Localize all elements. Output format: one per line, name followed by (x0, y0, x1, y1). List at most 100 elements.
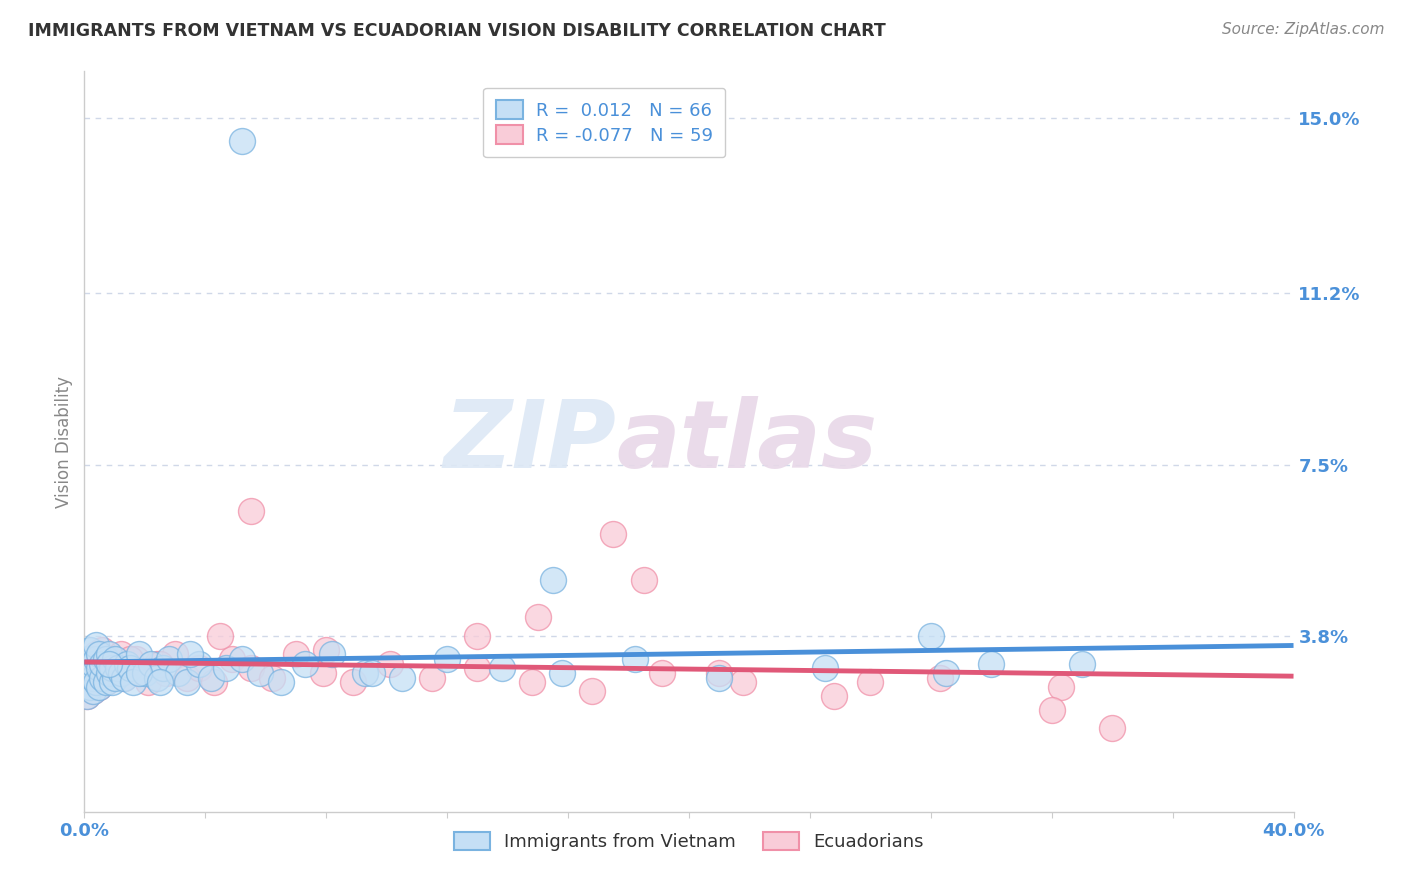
Point (91, 671, 114, 685)
Point (155, 665, 177, 680)
Point (89, 680, 111, 694)
Point (107, 661, 129, 675)
Point (97, 665, 120, 680)
Point (128, 648, 150, 662)
Point (709, 665, 731, 680)
Point (112, 671, 135, 685)
Point (97, 648, 120, 662)
Point (980, 657, 1002, 671)
Point (100, 661, 122, 675)
Point (551, 665, 574, 680)
Point (1040, 703, 1063, 717)
Point (82, 671, 104, 685)
Point (709, 671, 731, 685)
Point (1049, 680, 1071, 694)
Point (89, 657, 111, 671)
Point (94, 675, 117, 690)
Point (1101, 722, 1123, 736)
Point (146, 671, 169, 685)
Point (128, 665, 150, 680)
Point (491, 661, 513, 675)
Point (107, 665, 129, 680)
Point (112, 671, 135, 685)
Point (270, 675, 292, 690)
Point (76, 665, 98, 680)
Point (221, 652, 243, 666)
Point (249, 665, 271, 680)
Point (146, 657, 169, 671)
Point (82, 665, 104, 680)
Point (118, 652, 141, 666)
Y-axis label: Vision Disability: Vision Disability (55, 376, 73, 508)
Point (79, 675, 101, 690)
Point (94, 675, 117, 690)
Point (176, 671, 198, 685)
Point (467, 629, 489, 643)
Point (100, 671, 122, 685)
Point (94, 652, 117, 666)
Point (91, 642, 114, 657)
Point (110, 665, 132, 680)
Point (360, 665, 382, 680)
Point (86, 652, 108, 666)
Text: ZIP: ZIP (443, 395, 616, 488)
Point (354, 665, 377, 680)
Point (209, 629, 232, 643)
Point (139, 657, 162, 671)
Point (157, 652, 180, 666)
Point (179, 648, 201, 662)
Point (89, 680, 111, 694)
Point (581, 684, 603, 698)
Point (118, 661, 141, 675)
Point (136, 675, 159, 690)
Point (321, 648, 343, 662)
Point (541, 574, 564, 588)
Point (285, 648, 308, 662)
Point (86, 638, 108, 652)
Point (928, 671, 950, 685)
Point (391, 671, 413, 685)
Point (91, 657, 114, 671)
Text: Source: ZipAtlas.com: Source: ZipAtlas.com (1222, 22, 1385, 37)
Point (94, 661, 117, 675)
Point (165, 648, 187, 662)
Point (315, 642, 337, 657)
Point (104, 652, 127, 666)
Point (79, 652, 101, 666)
Point (89, 648, 111, 662)
Point (110, 648, 132, 662)
Point (733, 675, 755, 690)
Point (651, 665, 673, 680)
Point (520, 675, 543, 690)
Legend: Immigrants from Vietnam, Ecuadorians: Immigrants from Vietnam, Ecuadorians (447, 824, 931, 858)
Point (131, 665, 153, 680)
Point (231, 134, 253, 148)
Point (79, 680, 101, 694)
Point (823, 689, 845, 703)
Text: atlas: atlas (616, 395, 877, 488)
Point (420, 671, 443, 685)
Point (121, 675, 143, 690)
Point (378, 657, 401, 671)
Point (260, 671, 283, 685)
Point (200, 671, 222, 685)
Point (215, 661, 238, 675)
Point (91, 665, 114, 680)
Point (82, 684, 104, 698)
Point (125, 652, 148, 666)
Point (1071, 657, 1094, 671)
Point (527, 610, 550, 624)
Point (814, 661, 837, 675)
Point (104, 671, 127, 685)
Point (86, 648, 108, 662)
Point (97, 652, 120, 666)
Point (436, 652, 458, 666)
Point (623, 652, 645, 666)
Point (149, 657, 172, 671)
Point (149, 675, 172, 690)
Point (188, 661, 211, 675)
Point (602, 527, 624, 541)
Point (859, 675, 882, 690)
Point (76, 689, 98, 703)
Point (342, 675, 364, 690)
